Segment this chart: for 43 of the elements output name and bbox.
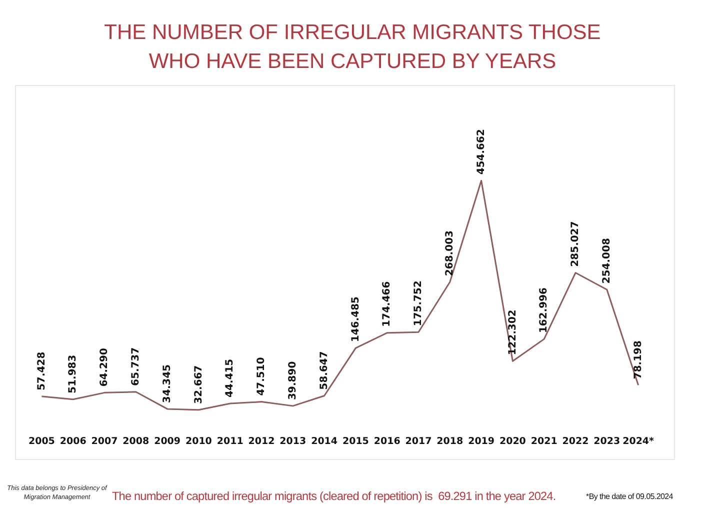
data-label: 254.008 [601,238,612,284]
x-tick-label: 2017 [405,436,432,447]
x-tick-label: 2010 [185,436,212,447]
x-tick-label: 2011 [216,436,244,447]
data-label: 122.302 [507,310,518,356]
x-tick-label: 2022 [562,436,589,447]
x-tick-label: 2008 [122,436,150,447]
x-tick-label: 2021 [530,436,558,447]
data-label: 44.415 [224,358,236,398]
data-label: 47.510 [256,357,268,396]
data-label: 285.027 [570,221,582,267]
x-tick-label: 2013 [280,436,306,447]
data-label: 64.290 [99,348,110,387]
data-label: 162.996 [538,287,550,334]
x-tick-label: 2018 [436,436,464,447]
x-tick-label: 2016 [374,436,401,447]
x-tick-label: 2024* [622,436,654,447]
data-label: 57.428 [36,352,48,390]
data-label: 34.345 [162,364,173,403]
x-tick-label: 2007 [91,436,118,447]
data-label: 58.647 [318,351,330,390]
x-tick-label: 2005 [28,436,55,447]
data-label: 454.662 [476,129,487,175]
x-tick-label: 2014 [311,436,338,447]
data-label: 146.485 [350,296,362,342]
data-label: 174.466 [382,281,393,327]
data-label: 32.667 [193,365,204,404]
x-tick-label: 2015 [342,436,369,447]
x-tick-label: 2006 [60,436,87,447]
text: The number of captured irregular migrants (cleared of repetition) is 69.291 in the year 2024. [112,489,556,503]
data-label: 268.003 [444,230,456,276]
data-label: 78.198 [632,340,644,380]
data-label: 39.890 [287,361,298,400]
x-tick-label: 2023 [594,436,620,447]
data-label: 65.737 [130,347,142,386]
chart-title: THE NUMBER OF IRREGULAR MIGRANTS THOSE WHO HAVE BEEN CAPTURED BY YEARS [103,20,602,75]
x-tick-label: 2009 [154,436,181,447]
data-label: 51.983 [68,354,79,394]
x-tick-label: 2020 [499,436,526,447]
x-tick-label: 2019 [468,436,495,447]
text: *By the date of 09.05.2024 [586,492,673,501]
x-tick-label: 2012 [248,436,275,447]
data-label: 175.752 [413,280,424,326]
